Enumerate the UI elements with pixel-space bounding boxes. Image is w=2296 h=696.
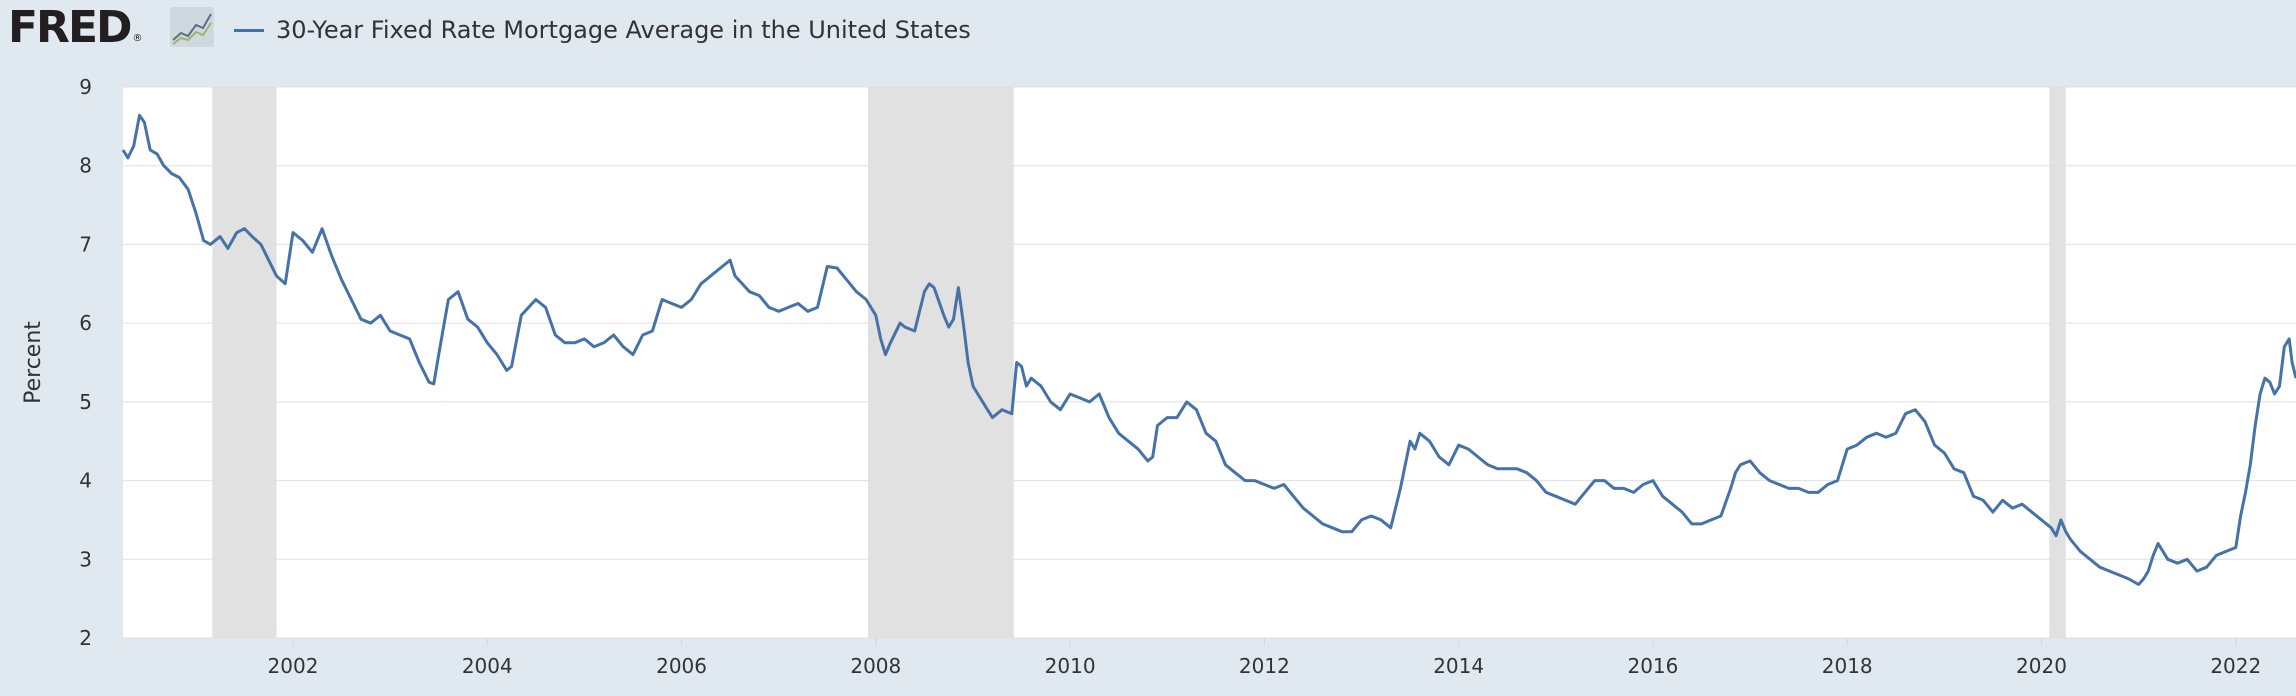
x-tick-label: 2018 [1822,654,1873,678]
y-tick-label: 3 [79,547,92,571]
fred-chart-logo-icon [170,7,214,47]
x-tick-label: 2022 [2210,654,2261,678]
chart-header: FRED ® 30-Year Fixed Rate Mortgage Avera… [0,0,2296,60]
x-axis-ticks: 2002 2004 2006 2008 2010 2012 2014 2016 2018 2020… [268,638,2261,678]
legend-line-swatch [234,28,264,32]
y-tick-label: 2 [79,626,92,650]
fred-logo-registered-mark: ® [132,33,143,44]
recession-shading [212,87,2066,638]
series-legend: 30-Year Fixed Rate Mortgage Average in t… [234,10,971,50]
fred-logo-text: FRED [8,2,133,53]
y-tick-label: 4 [79,469,92,493]
x-tick-label: 2020 [2016,654,2067,678]
y-tick-label: 8 [79,154,92,178]
x-tick-label: 2014 [1433,654,1484,678]
y-tick-label: 9 [79,75,92,99]
y-tick-label: 7 [79,232,92,256]
x-tick-label: 2010 [1045,654,1096,678]
recession-band [868,87,1014,638]
x-tick-label: 2006 [656,654,707,678]
recession-band [2049,87,2066,638]
x-tick-label: 2016 [1627,654,1678,678]
plot-area [123,87,2296,638]
gridlines [123,86,2296,639]
x-tick-label: 2008 [850,654,901,678]
x-tick-label: 2002 [268,654,319,678]
series-line-mortgage-rate[interactable] [121,113,2296,586]
x-tick-label: 2012 [1239,654,1290,678]
chart-title: 30-Year Fixed Rate Mortgage Average in t… [276,16,971,44]
y-tick-label: 6 [79,311,92,335]
fred-logo[interactable]: FRED ® [8,2,143,54]
recession-band [212,87,277,638]
y-tick-label: 5 [79,390,92,414]
x-tick-label: 2004 [462,654,513,678]
y-axis-ticks: 2 3 4 5 6 7 8 9 [79,75,92,650]
y-axis-label: Percent [21,321,46,404]
